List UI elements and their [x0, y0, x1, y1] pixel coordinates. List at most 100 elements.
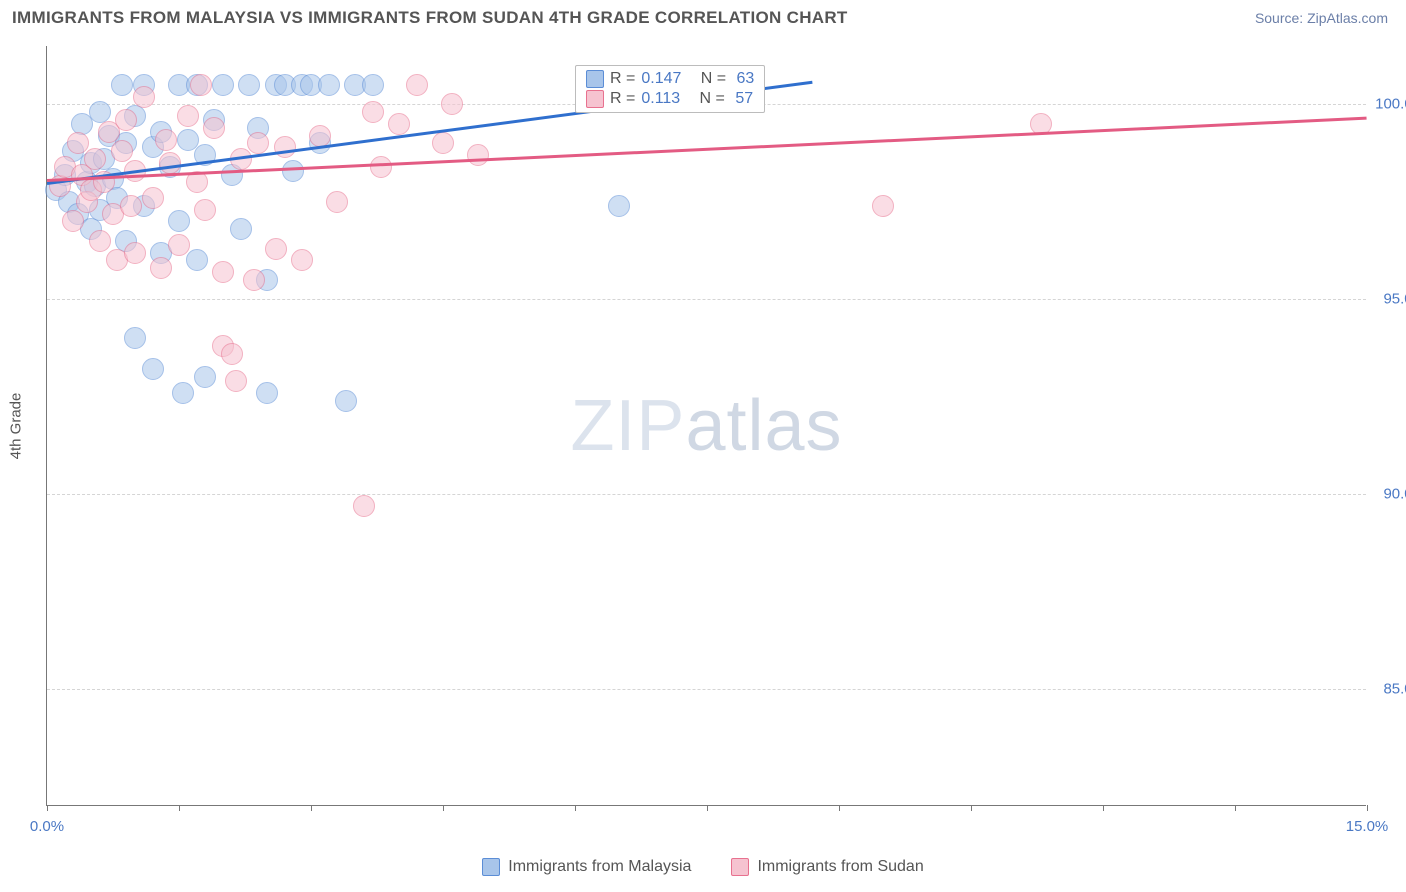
stats-row-sudan: R = 0.113 N = 57	[586, 90, 754, 108]
x-tick-label: 0.0%	[30, 818, 64, 835]
x-tick	[311, 805, 312, 811]
legend-label: Immigrants from Malaysia	[508, 858, 691, 876]
data-point-sudan	[370, 156, 392, 178]
gridline	[47, 494, 1366, 495]
data-point-sudan	[291, 249, 313, 271]
data-point-sudan	[212, 261, 234, 283]
data-point-sudan	[432, 132, 454, 154]
data-point-malaysia	[335, 390, 357, 412]
legend-label: Immigrants from Sudan	[757, 858, 923, 876]
swatch-icon	[482, 858, 500, 876]
x-tick	[839, 805, 840, 811]
stats-row-malaysia: R = 0.147 N = 63	[586, 70, 754, 88]
x-tick	[1367, 805, 1368, 811]
swatch-icon	[586, 90, 604, 108]
data-point-sudan	[142, 187, 164, 209]
y-axis-label: 4th Grade	[8, 393, 25, 460]
x-tick	[1103, 805, 1104, 811]
chart-header: IMMIGRANTS FROM MALAYSIA VS IMMIGRANTS F…	[0, 0, 1406, 32]
data-point-malaysia	[256, 382, 278, 404]
data-point-malaysia	[608, 195, 630, 217]
data-point-sudan	[265, 238, 287, 260]
watermark-bold: ZIP	[570, 386, 685, 466]
x-tick-label: 15.0%	[1346, 818, 1389, 835]
stat-n-label: N =	[687, 70, 730, 88]
x-tick	[179, 805, 180, 811]
data-point-sudan	[111, 140, 133, 162]
y-tick-label: 100.0%	[1371, 96, 1406, 113]
data-point-malaysia	[124, 327, 146, 349]
data-point-sudan	[467, 144, 489, 166]
data-point-sudan	[120, 195, 142, 217]
stat-n-value: 63	[737, 70, 755, 88]
x-tick	[971, 805, 972, 811]
data-point-malaysia	[282, 160, 304, 182]
data-point-sudan	[124, 242, 146, 264]
data-point-sudan	[309, 125, 331, 147]
gridline	[47, 689, 1366, 690]
data-point-sudan	[243, 269, 265, 291]
data-point-sudan	[190, 74, 212, 96]
data-point-malaysia	[111, 74, 133, 96]
data-point-sudan	[155, 129, 177, 151]
data-point-sudan	[441, 93, 463, 115]
data-point-sudan	[133, 86, 155, 108]
data-point-malaysia	[194, 366, 216, 388]
data-point-sudan	[872, 195, 894, 217]
data-point-malaysia	[186, 249, 208, 271]
data-point-malaysia	[172, 382, 194, 404]
chart-container: ZIPatlas 85.0%90.0%95.0%100.0%0.0%15.0% …	[46, 46, 1366, 806]
stat-n-value: 57	[735, 90, 753, 108]
data-point-sudan	[150, 257, 172, 279]
watermark: ZIPatlas	[570, 385, 842, 467]
data-point-malaysia	[318, 74, 340, 96]
x-tick	[575, 805, 576, 811]
chart-source: Source: ZipAtlas.com	[1255, 10, 1388, 26]
data-point-malaysia	[212, 74, 234, 96]
stat-n-label: N =	[686, 90, 729, 108]
data-point-sudan	[89, 230, 111, 252]
legend-item-malaysia: Immigrants from Malaysia	[482, 858, 691, 876]
y-tick-label: 95.0%	[1371, 291, 1406, 308]
data-point-sudan	[326, 191, 348, 213]
y-tick-label: 90.0%	[1371, 486, 1406, 503]
legend-item-sudan: Immigrants from Sudan	[731, 858, 923, 876]
data-point-sudan	[353, 495, 375, 517]
data-point-malaysia	[362, 74, 384, 96]
data-point-malaysia	[177, 129, 199, 151]
data-point-sudan	[221, 343, 243, 365]
plot-area: ZIPatlas 85.0%90.0%95.0%100.0%0.0%15.0% …	[46, 46, 1366, 806]
data-point-malaysia	[230, 218, 252, 240]
x-tick	[707, 805, 708, 811]
stat-r-label: R =	[610, 90, 635, 108]
data-point-malaysia	[168, 210, 190, 232]
data-point-sudan	[203, 117, 225, 139]
data-point-sudan	[168, 234, 190, 256]
x-tick	[47, 805, 48, 811]
data-point-sudan	[247, 132, 269, 154]
stat-r-label: R =	[610, 70, 635, 88]
chart-title: IMMIGRANTS FROM MALAYSIA VS IMMIGRANTS F…	[12, 8, 848, 28]
stat-r-value: 0.147	[641, 70, 681, 88]
x-tick	[443, 805, 444, 811]
data-point-sudan	[388, 113, 410, 135]
watermark-light: atlas	[685, 386, 842, 466]
data-point-sudan	[159, 152, 181, 174]
gridline	[47, 299, 1366, 300]
y-tick-label: 85.0%	[1371, 681, 1406, 698]
stat-r-value: 0.113	[641, 90, 680, 108]
stats-box: R = 0.147 N = 63 R = 0.113 N = 57	[575, 65, 765, 113]
data-point-sudan	[177, 105, 199, 127]
data-point-sudan	[67, 132, 89, 154]
data-point-sudan	[406, 74, 428, 96]
data-point-sudan	[115, 109, 137, 131]
data-point-malaysia	[142, 358, 164, 380]
x-tick	[1235, 805, 1236, 811]
data-point-sudan	[225, 370, 247, 392]
data-point-sudan	[62, 210, 84, 232]
data-point-sudan	[362, 101, 384, 123]
data-point-sudan	[84, 148, 106, 170]
swatch-icon	[731, 858, 749, 876]
data-point-sudan	[274, 136, 296, 158]
bottom-legend: Immigrants from Malaysia Immigrants from…	[0, 858, 1406, 876]
